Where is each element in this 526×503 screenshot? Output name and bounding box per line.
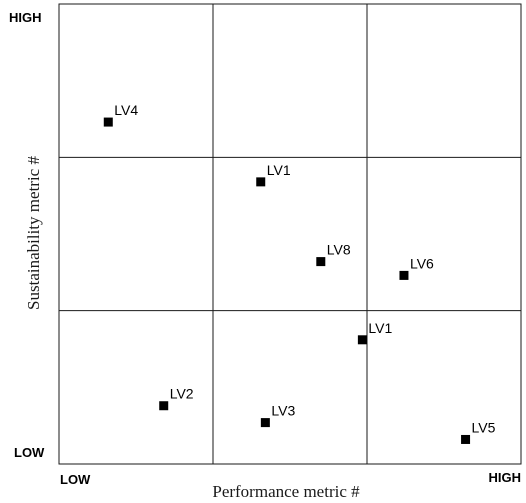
plot-frame (58, 3, 522, 465)
data-point-marker (357, 335, 367, 345)
x-axis-title: Performance metric # (212, 482, 360, 501)
x-tick-label-high: HIGH (489, 470, 522, 485)
data-point-label: LV6 (410, 255, 434, 271)
x-tick-label-low: LOW (60, 472, 91, 487)
data-point-label: LV1 (267, 162, 291, 178)
data-point-marker (461, 434, 471, 444)
data-point-marker (256, 177, 266, 187)
data-point-marker (159, 401, 169, 411)
y-tick-label-low: LOW (14, 445, 45, 460)
y-tick-label-high: HIGH (9, 10, 42, 25)
data-point-label: LV5 (472, 419, 496, 435)
data-point-marker (103, 117, 113, 127)
data-point-label: LV2 (170, 386, 194, 402)
data-point-label: LV1 (368, 320, 392, 336)
y-axis-title: Sustainability metric # (24, 156, 43, 310)
data-point-marker (399, 270, 409, 280)
data-point-label: LV4 (114, 102, 138, 118)
data-point-label: LV8 (327, 242, 351, 258)
data-points: LV4 LV1 LV8 LV6 LV1 LV2 LV3 LV5 (103, 102, 496, 444)
data-point-marker (316, 257, 326, 267)
grid (59, 4, 521, 464)
data-point-marker (260, 418, 270, 428)
data-point-label: LV3 (271, 403, 295, 419)
